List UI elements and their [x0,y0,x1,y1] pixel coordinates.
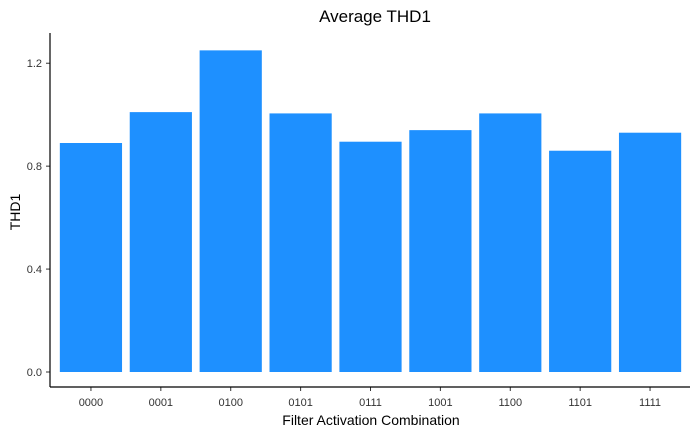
bar-0111 [339,141,402,372]
bar-1001 [409,130,472,372]
bar-1111 [618,132,682,372]
y-tick-label-1.2: 1.2 [27,58,42,70]
x-axis-label: Filter Activation Combination [282,412,459,428]
bar-1100 [479,113,542,372]
y-tick-label-0.8: 0.8 [27,161,42,173]
x-tick-label-1100: 1100 [498,397,522,409]
bar-0001 [129,112,192,373]
y-tick-label-0.4: 0.4 [27,264,42,276]
x-tick-label-1001: 1001 [428,397,452,409]
y-axis-label: THD1 [7,194,23,231]
bars-group [59,50,682,373]
y-tick-label-0.0: 0.0 [27,367,42,379]
x-tick-label-1101: 1101 [568,397,592,409]
x-tick-label-0101: 0101 [288,397,312,409]
bar-0000 [59,143,123,372]
x-tick-label-0100: 0100 [218,397,242,409]
bar-0101 [269,113,332,372]
x-tick-label-0001: 0001 [149,397,173,409]
x-axis-ticks: 0000 0001 0100 0101 0111 1001 1100 1101 1111 [79,387,661,409]
bar-0100 [199,50,262,373]
y-axis-ticks: 0.0 0.4 0.8 1.2 [27,58,50,379]
chart-title: Average THD1 [319,7,431,26]
x-tick-label-1111: 1111 [639,397,661,409]
bar-1101 [549,150,612,372]
x-tick-label-0000: 0000 [79,397,103,409]
x-tick-label-0111: 0111 [359,397,382,409]
